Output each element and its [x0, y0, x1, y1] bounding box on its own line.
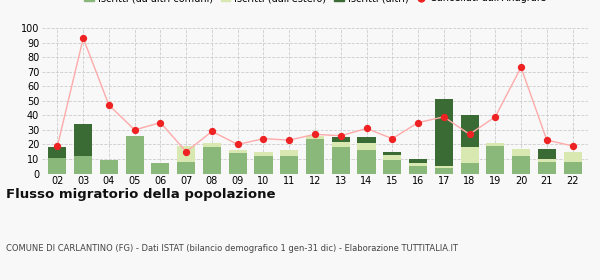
Point: [181, 150, 191, 154]
Point: [336, 134, 346, 138]
Bar: [280, 150, 298, 156]
Bar: [461, 147, 479, 164]
Bar: [409, 166, 427, 174]
Bar: [563, 162, 581, 174]
Point: [284, 138, 294, 142]
Bar: [383, 155, 401, 160]
Bar: [435, 168, 453, 174]
Point: [516, 65, 526, 69]
Point: [439, 115, 449, 119]
Text: COMUNE DI CARLANTINO (FG) - Dati ISTAT (bilancio demografico 1 gen-31 dic) - Ela: COMUNE DI CARLANTINO (FG) - Dati ISTAT (…: [6, 244, 458, 253]
Legend: Iscritti (da altri comuni), Iscritti (dall'estero), Iscritti (altri), Cancellati: Iscritti (da altri comuni), Iscritti (da…: [80, 0, 550, 7]
Bar: [229, 153, 247, 174]
Bar: [280, 156, 298, 174]
Point: [490, 115, 500, 119]
Bar: [409, 159, 427, 164]
Bar: [563, 152, 581, 162]
Bar: [409, 164, 427, 166]
Bar: [254, 152, 272, 156]
Bar: [49, 147, 67, 158]
Bar: [74, 124, 92, 156]
Bar: [512, 149, 530, 156]
Bar: [306, 136, 324, 139]
Bar: [126, 136, 144, 174]
Bar: [203, 147, 221, 174]
Bar: [177, 146, 195, 162]
Bar: [332, 147, 350, 174]
Point: [79, 36, 88, 40]
Point: [413, 120, 423, 125]
Point: [104, 103, 114, 108]
Bar: [383, 160, 401, 174]
Bar: [332, 137, 350, 142]
Point: [259, 136, 268, 141]
Bar: [538, 149, 556, 159]
Point: [362, 126, 371, 131]
Point: [542, 138, 551, 142]
Bar: [332, 142, 350, 147]
Bar: [486, 143, 504, 146]
Point: [207, 129, 217, 134]
Bar: [177, 162, 195, 174]
Bar: [49, 158, 67, 174]
Text: Flusso migratorio della popolazione: Flusso migratorio della popolazione: [6, 188, 275, 200]
Bar: [538, 159, 556, 162]
Bar: [435, 166, 453, 168]
Point: [233, 142, 242, 147]
Bar: [100, 160, 118, 174]
Bar: [229, 150, 247, 153]
Bar: [435, 99, 453, 166]
Point: [310, 132, 320, 137]
Bar: [203, 143, 221, 147]
Bar: [306, 139, 324, 174]
Bar: [358, 150, 376, 174]
Point: [130, 128, 140, 132]
Point: [465, 132, 475, 137]
Bar: [254, 156, 272, 174]
Bar: [383, 152, 401, 155]
Bar: [461, 115, 479, 147]
Point: [568, 144, 577, 148]
Bar: [358, 137, 376, 143]
Point: [388, 136, 397, 141]
Point: [155, 120, 165, 125]
Bar: [358, 143, 376, 150]
Bar: [151, 164, 169, 174]
Bar: [538, 162, 556, 174]
Bar: [461, 164, 479, 174]
Bar: [74, 156, 92, 174]
Bar: [486, 146, 504, 174]
Bar: [512, 156, 530, 174]
Point: [53, 144, 62, 148]
